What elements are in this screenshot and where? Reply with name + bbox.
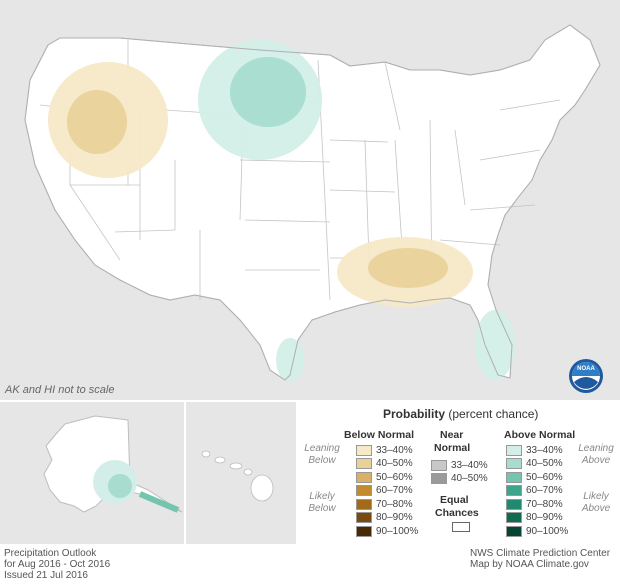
below-normal-row: 70–80%: [356, 498, 413, 510]
alaska-map: [43, 415, 183, 513]
legend-title-bold: Probability: [383, 407, 446, 421]
above-normal-label: 50–60%: [526, 471, 563, 483]
below-normal-swatch: [356, 471, 372, 483]
hawaii-map: [201, 450, 274, 502]
scale-note: AK and HI not to scale: [5, 384, 115, 396]
leaning-below-label: Leaning Below: [304, 443, 340, 466]
outlook-title: Precipitation Outlook: [4, 548, 97, 559]
above-normal-row: 40–50%: [506, 458, 563, 470]
above-normal-label: 90–100%: [526, 525, 569, 537]
near-normal-row: 40–50%: [431, 473, 488, 485]
above-normal-label: 40–50%: [526, 458, 563, 469]
below-normal-row: 60–70%: [356, 485, 413, 497]
below-normal-swatch: [356, 458, 372, 469]
above-normal-row: 70–80%: [506, 498, 563, 510]
below-normal-row: 40–50%: [356, 458, 413, 470]
near-normal-header-2: Normal: [434, 442, 471, 454]
near-normal-label: 40–50%: [451, 473, 488, 484]
near-normal-swatch: [431, 459, 447, 471]
above-normal-row: 50–60%: [506, 471, 563, 483]
above-normal-swatch: [506, 485, 522, 496]
outlook-caption: Precipitation Outlook for Aug 2016 - Oct…: [4, 548, 110, 581]
below-normal-label: 70–80%: [376, 498, 413, 510]
above-normal-label: 80–90%: [526, 512, 563, 523]
below-normal-swatch: [356, 498, 372, 510]
above-normal-plains-40-50: [230, 57, 306, 127]
equal-chances-swatch: [452, 522, 470, 532]
above-normal-swatch: [506, 525, 522, 537]
below-normal-swatch: [356, 525, 372, 537]
below-normal-row: 80–90%: [356, 512, 413, 524]
near-normal-row: 33–40%: [431, 459, 488, 471]
below-normal-label: 90–100%: [376, 525, 419, 537]
alaska-inset: [0, 402, 184, 544]
below-normal-row: 33–40%: [356, 444, 413, 456]
above-normal-label: 70–80%: [526, 498, 563, 510]
us-outline: [24, 24, 601, 381]
credit-source: NWS Climate Prediction Center: [470, 548, 611, 559]
above-normal-row: 60–70%: [506, 485, 563, 497]
below-normal-label: 60–70%: [376, 485, 413, 496]
contiguous-us-map: NOAA: [24, 24, 603, 393]
hawaii-islands: [201, 450, 274, 502]
above-normal-swatch: [506, 498, 522, 510]
legend-title-rest: (percent chance): [448, 407, 539, 421]
below-normal-swatch: [356, 444, 372, 456]
legend-panel: Probability (percent chance) Below Norma…: [298, 402, 620, 544]
above-normal-swatch: [506, 458, 522, 469]
above-normal-swatch: [506, 512, 522, 523]
above-normal-label: 33–40%: [526, 444, 563, 456]
likely-above-label: Likely Above: [581, 491, 611, 514]
map-panel: NOAA AK and HI not to scale: [0, 0, 620, 400]
above-normal-header: Above Normal: [504, 429, 576, 441]
hawaii-inset: [186, 402, 296, 544]
above-normal-swatch: [506, 471, 522, 483]
equal-chances-label-1: Equal: [440, 494, 469, 506]
above-normal-swatch: [506, 444, 522, 456]
below-normal-label: 33–40%: [376, 444, 413, 456]
noaa-logo-text: NOAA: [577, 366, 595, 372]
below-normal-swatch: [356, 512, 372, 523]
leaning-above-label: Leaning Above: [578, 443, 614, 466]
below-normal-label: 50–60%: [376, 471, 413, 483]
below-normal-nw-40-50: [67, 90, 127, 154]
near-normal-swatch: [431, 473, 447, 484]
alaska-above-normal-40-50: [108, 474, 132, 498]
likely-below-label: Likely Below: [308, 491, 336, 514]
credit-caption: NWS Climate Prediction Center Map by NOA…: [470, 548, 610, 570]
noaa-logo: NOAA: [569, 359, 603, 393]
above-normal-row: 90–100%: [506, 525, 568, 537]
above-normal-label: 60–70%: [526, 485, 563, 496]
alaska-panhandle-above: [138, 491, 180, 513]
near-normal-label: 33–40%: [451, 459, 488, 471]
below-normal-header: Below Normal: [344, 429, 415, 441]
below-normal-label: 80–90%: [376, 512, 413, 523]
below-normal-swatch: [356, 485, 372, 496]
below-normal-row: 50–60%: [356, 471, 413, 483]
above-normal-texas-coast: [276, 338, 304, 382]
above-normal-row: 80–90%: [506, 512, 563, 524]
outlook-issued: Issued 21 Jul 2016: [4, 570, 88, 581]
legend-title: Probability (percent chance): [383, 407, 538, 421]
below-normal-se-40-50: [368, 248, 448, 288]
above-normal-row: 33–40%: [506, 444, 563, 456]
above-normal-florida: [475, 310, 515, 380]
equal-chances-label-2: Chances: [435, 507, 479, 519]
below-normal-label: 40–50%: [376, 458, 413, 469]
near-normal-header-1: Near: [440, 429, 464, 441]
credit-map-by: Map by NOAA Climate.gov: [470, 559, 589, 570]
below-normal-row: 90–100%: [356, 525, 418, 537]
outlook-period: for Aug 2016 - Oct 2016: [4, 559, 111, 570]
